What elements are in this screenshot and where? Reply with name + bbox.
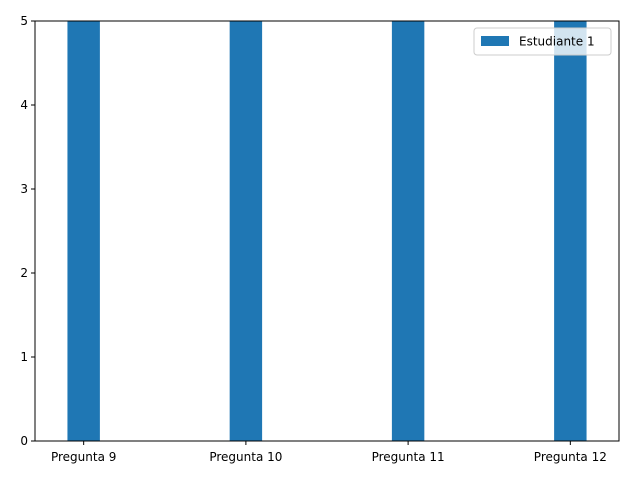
bar-pregunta-12: [554, 21, 587, 441]
x-axis: Pregunta 9 Pregunta 10 Pregunta 11 Pregunta…: [51, 441, 607, 464]
legend-label: Estudiante 1: [519, 35, 595, 49]
legend: Estudiante 1: [473, 27, 612, 56]
x-tick-label: Pregunta 12: [534, 450, 607, 464]
y-tick-label: 3: [20, 182, 28, 196]
axes-frame: [34, 20, 620, 442]
legend-swatch: [481, 36, 509, 46]
y-tick-label: 2: [20, 266, 28, 280]
y-tick-label: 4: [20, 98, 28, 112]
legend-box: [473, 27, 612, 56]
bar-pregunta-10: [229, 21, 263, 441]
bars-layer: [67, 21, 587, 441]
bar-pregunta-9: [67, 21, 100, 441]
x-tick-label: Pregunta 10: [209, 450, 282, 464]
y-axis: 0 1 2 3 4 5: [20, 14, 35, 448]
y-tick-label: 5: [20, 14, 28, 28]
y-tick-label: 1: [20, 350, 28, 364]
y-tick-label: 0: [20, 434, 28, 448]
x-tick-label: Pregunta 9: [51, 450, 116, 464]
bar-pregunta-11: [391, 21, 425, 441]
x-tick-label: Pregunta 11: [372, 450, 445, 464]
